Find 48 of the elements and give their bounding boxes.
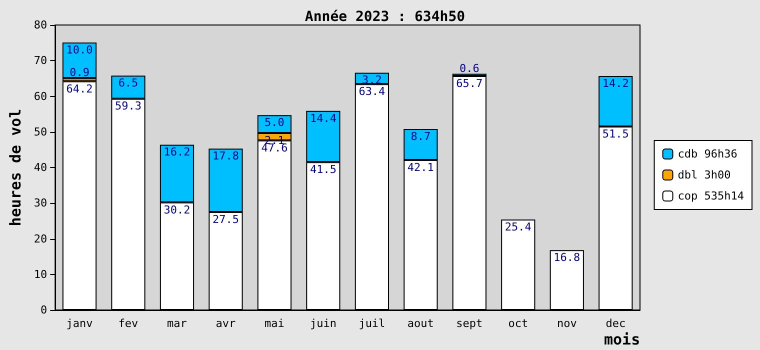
y-tick-label: 30 [34,196,48,210]
data-label: 16.2 [164,146,190,159]
x-tick-label: aout [407,317,434,330]
x-tick-label: juin [310,317,336,330]
data-label: 25.4 [504,220,532,234]
y-tick-label: 40 [34,161,48,174]
y-tick-label: 60 [34,90,48,103]
data-label: 6.5 [118,76,138,90]
x-tick-label: nov [556,317,578,330]
y-tick-label: 0 [40,304,48,316]
x-tick-label: dec [606,317,626,330]
y-tick-label: 70 [34,54,48,68]
data-label: 16.8 [554,251,580,264]
x-tick-label: mar [167,317,188,330]
x-tick-label: sept [456,317,483,330]
data-label: 41.5 [310,163,336,176]
data-label: 14.4 [310,112,337,125]
data-label: 0.6 [459,62,480,75]
y-tick-label: 50 [34,125,48,138]
chart-title: Année 2023 : 634h50 [304,9,466,25]
legend-label: cdb 96h36 [678,148,738,160]
x-tick-label: juil [358,317,386,330]
x-axis-title: mois [604,330,640,348]
data-label: 0.9 [70,66,90,80]
x-tick-label: janv [66,317,94,330]
x-tick-label: oct [508,317,528,330]
data-label: 30.2 [164,203,190,216]
data-label: 51.5 [602,128,629,141]
data-label: 8.7 [410,130,431,144]
data-label: 42.1 [407,161,434,174]
data-label: 65.7 [456,76,483,90]
data-label: 59.3 [115,100,142,113]
data-label: 17.8 [212,150,239,163]
legend-label: cop 535h14 [678,190,744,202]
data-label: 14.2 [602,76,629,90]
data-label: 64.2 [66,82,93,96]
x-tick-label: avr [216,317,236,330]
y-tick-label: 10 [34,268,48,281]
y-axis-title: heures de vol [6,108,24,226]
x-tick-label: mai [264,317,284,330]
y-tick-label: 20 [34,232,48,246]
legend-label: dbl 3h00 [678,168,731,182]
data-label: 63.4 [358,85,386,98]
y-tick-label: 80 [34,18,48,32]
data-label: 10.0 [66,43,93,56]
data-label: 27.5 [212,213,239,226]
x-tick-label: fev [118,317,139,330]
data-label: 5.0 [264,116,284,130]
